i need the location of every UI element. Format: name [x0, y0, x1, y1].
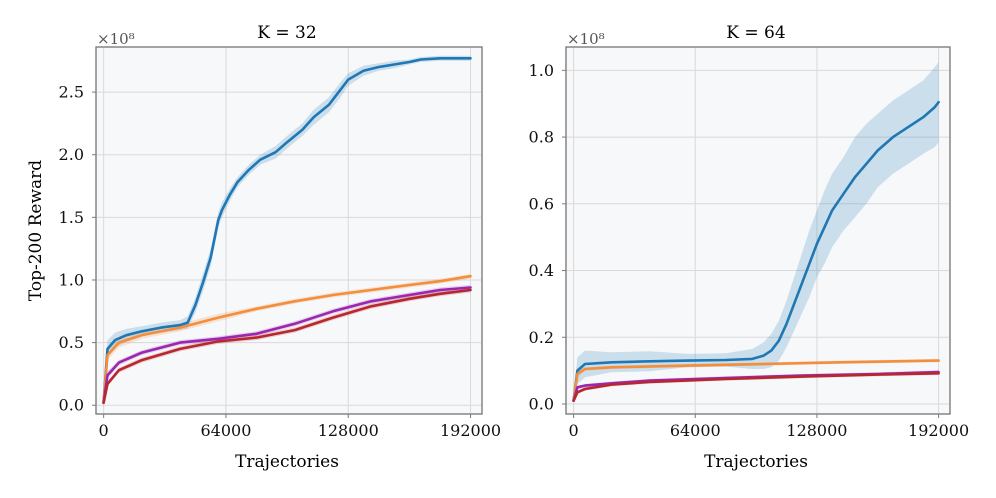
x-axis-label: Trajectories [235, 452, 339, 472]
chart-title: K = 32 [257, 23, 316, 43]
plot-area [95, 46, 483, 415]
axes-frame [565, 46, 951, 415]
y-tick-label: 0.0 [529, 394, 554, 413]
y-axis-label: Top-200 Reward [26, 160, 46, 301]
chart-panel-k32: 0 64000 128000 192000 0.0 0.5 1.0 1.5 2.0 2.5 K = … [26, 23, 501, 472]
x-tick-label: 64000 [670, 421, 721, 440]
y-tick-label: 0.4 [529, 261, 554, 280]
y-tick-label: 2.5 [59, 83, 84, 102]
y-tick-label: 0.6 [529, 194, 554, 213]
chart-title: K = 64 [726, 23, 785, 43]
y-scale-multiplier: ×10⁸ [567, 30, 605, 48]
x-tick-label: 64000 [200, 421, 251, 440]
y-tick-label: 1.0 [529, 61, 554, 80]
chart-panel-k64: 0 64000 128000 192000 0.0 0.2 0.4 0.6 0.8 1.0 K = … [529, 23, 970, 472]
series-line-red [572, 371, 940, 403]
plot-area [565, 46, 951, 415]
series-line-red [102, 288, 472, 405]
y-tick-label: 0.0 [59, 396, 84, 415]
series-band-blue [573, 62, 939, 404]
series-line-blue [102, 56, 472, 405]
x-tick-label: 128000 [786, 421, 847, 440]
series-line-orange [102, 274, 472, 405]
x-tick-label: 192000 [908, 421, 969, 440]
series-line-orange [572, 359, 940, 403]
y-tick-label: 2.0 [59, 145, 84, 164]
y-tick-label: 0.5 [59, 333, 84, 352]
y-tick-label: 1.0 [59, 270, 84, 289]
x-axis-label: Trajectories [704, 452, 808, 472]
y-tick-label: 0.8 [529, 128, 554, 147]
x-tick-label: 0 [569, 421, 579, 440]
y-tick-label: 0.2 [529, 328, 554, 347]
series-line-blue [572, 100, 940, 403]
x-tick-label: 128000 [318, 421, 379, 440]
x-tick-label: 192000 [440, 421, 501, 440]
axes-frame [95, 46, 483, 415]
y-scale-multiplier: ×10⁸ [97, 30, 135, 48]
x-tick-label: 0 [99, 421, 109, 440]
series-band-purple [103, 285, 471, 406]
y-tick-label: 1.5 [59, 208, 84, 227]
series-line-purple [102, 286, 472, 405]
